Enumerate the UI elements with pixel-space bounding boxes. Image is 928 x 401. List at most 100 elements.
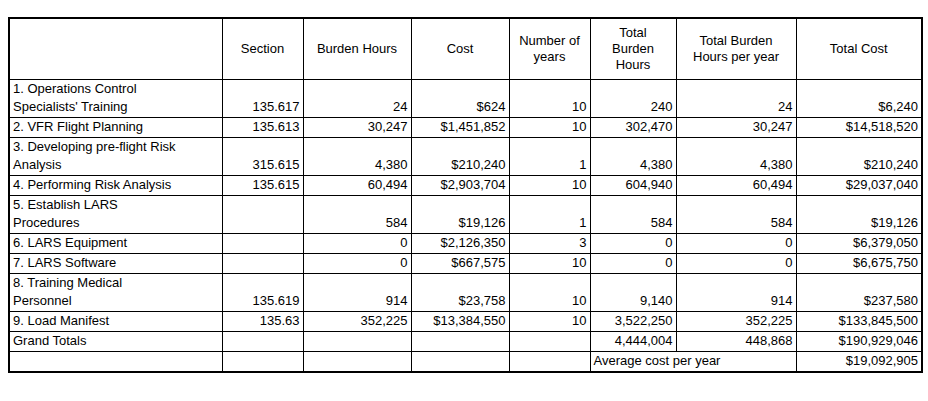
cell-total-burden-hours-per-year: 60,494 [676,176,796,196]
cell-number-of-years [509,332,590,352]
cell-number-of-years: 10 [509,80,590,118]
empty-cell [509,352,590,373]
cell-total-burden-hours: 0 [590,234,676,254]
cell-section [222,254,303,274]
cell-total-burden-hours: 604,940 [590,176,676,196]
row-label: 8. Training Medical Personnel [9,274,222,312]
cell-total-burden-hours: 9,140 [590,274,676,312]
cell-burden-hours: 914 [303,274,411,312]
burden-cost-table-canvas: Section Burden Hours Cost Number of year… [8,17,923,373]
column-header-blank [9,18,222,80]
cell-total-cost: $14,518,520 [796,118,922,138]
cell-cost: $1,451,852 [411,118,509,138]
row-label: 2. VFR Flight Planning [9,118,222,138]
cell-cost: $13,384,550 [411,312,509,332]
cell-total-burden-hours-per-year: 24 [676,80,796,118]
cell-section [222,332,303,352]
empty-cell [9,352,222,373]
empty-cell [222,352,303,373]
cell-total-burden-hours-per-year: 914 [676,274,796,312]
cell-burden-hours: 352,225 [303,312,411,332]
column-header-number-of-years: Number of years [509,18,590,80]
cell-cost: $624 [411,80,509,118]
column-header-burden-hours: Burden Hours [303,18,411,80]
table-row: Grand Totals4,444,004448,868$190,929,046 [9,332,922,352]
column-header-cost: Cost [411,18,509,80]
table-row: 7. LARS Software0$667,5751000$6,675,750 [9,254,922,274]
cell-burden-hours: 4,380 [303,138,411,176]
table-row: 5. Establish LARS Procedures584$19,12615… [9,196,922,234]
cell-total-burden-hours-per-year: 584 [676,196,796,234]
column-header-total-cost: Total Cost [796,18,922,80]
cell-cost: $667,575 [411,254,509,274]
cell-section: 135.613 [222,118,303,138]
cell-total-burden-hours-per-year: 352,225 [676,312,796,332]
cell-number-of-years: 10 [509,274,590,312]
cell-cost [411,332,509,352]
cell-burden-hours: 0 [303,234,411,254]
cell-total-cost: $29,037,040 [796,176,922,196]
cell-section [222,196,303,234]
cell-section [222,234,303,254]
cell-total-cost: $237,580 [796,274,922,312]
cell-total-burden-hours: 302,470 [590,118,676,138]
cell-total-cost: $133,845,500 [796,312,922,332]
empty-cell [303,352,411,373]
cell-burden-hours: 0 [303,254,411,274]
cell-number-of-years: 1 [509,196,590,234]
cell-total-burden-hours: 240 [590,80,676,118]
row-label: 5. Establish LARS Procedures [9,196,222,234]
table-footer: Average cost per year $19,092,905 [9,352,922,373]
table-row: 2. VFR Flight Planning135.61330,247$1,45… [9,118,922,138]
cell-burden-hours: 30,247 [303,118,411,138]
average-cost-per-year-value: $19,092,905 [796,352,922,373]
cell-cost: $210,240 [411,138,509,176]
empty-cell [411,352,509,373]
cell-section: 315.615 [222,138,303,176]
cell-number-of-years: 3 [509,234,590,254]
cell-section: 135.617 [222,80,303,118]
row-label: 9. Load Manifest [9,312,222,332]
cell-cost: $2,126,350 [411,234,509,254]
cell-total-burden-hours: 4,380 [590,138,676,176]
row-label: 1. Operations Control Specialists' Train… [9,80,222,118]
column-header-section: Section [222,18,303,80]
cell-total-burden-hours-per-year: 448,868 [676,332,796,352]
average-cost-row: Average cost per year $19,092,905 [9,352,922,373]
table-header: Section Burden Hours Cost Number of year… [9,18,922,80]
average-cost-per-year-label: Average cost per year [590,352,796,373]
cell-total-cost: $210,240 [796,138,922,176]
cell-burden-hours: 60,494 [303,176,411,196]
column-header-total-burden-hours: Total Burden Hours [590,18,676,80]
table-row: 9. Load Manifest135.63352,225$13,384,550… [9,312,922,332]
burden-cost-table: Section Burden Hours Cost Number of year… [8,17,923,373]
row-label: 6. LARS Equipment [9,234,222,254]
cell-total-cost: $6,675,750 [796,254,922,274]
cell-cost: $23,758 [411,274,509,312]
cell-cost: $2,903,704 [411,176,509,196]
cell-total-burden-hours-per-year: 0 [676,254,796,274]
cell-total-cost: $6,240 [796,80,922,118]
table-row: 3. Developing pre-flight Risk Analysis31… [9,138,922,176]
cell-total-burden-hours: 3,522,250 [590,312,676,332]
table-row: 8. Training Medical Personnel135.619914$… [9,274,922,312]
cell-burden-hours [303,332,411,352]
cell-total-burden-hours: 0 [590,254,676,274]
row-label: 3. Developing pre-flight Risk Analysis [9,138,222,176]
cell-number-of-years: 1 [509,138,590,176]
row-label: 7. LARS Software [9,254,222,274]
cell-number-of-years: 10 [509,254,590,274]
table-body: 1. Operations Control Specialists' Train… [9,80,922,352]
table-row: 1. Operations Control Specialists' Train… [9,80,922,118]
row-label: Grand Totals [9,332,222,352]
cell-number-of-years: 10 [509,312,590,332]
cell-section: 135.615 [222,176,303,196]
cell-total-burden-hours-per-year: 4,380 [676,138,796,176]
cell-total-burden-hours: 584 [590,196,676,234]
cell-section: 135.619 [222,274,303,312]
table-row: 4. Performing Risk Analysis135.61560,494… [9,176,922,196]
cell-total-burden-hours-per-year: 30,247 [676,118,796,138]
column-header-total-burden-hours-per-year: Total Burden Hours per year [676,18,796,80]
cell-total-cost: $19,126 [796,196,922,234]
row-label: 4. Performing Risk Analysis [9,176,222,196]
